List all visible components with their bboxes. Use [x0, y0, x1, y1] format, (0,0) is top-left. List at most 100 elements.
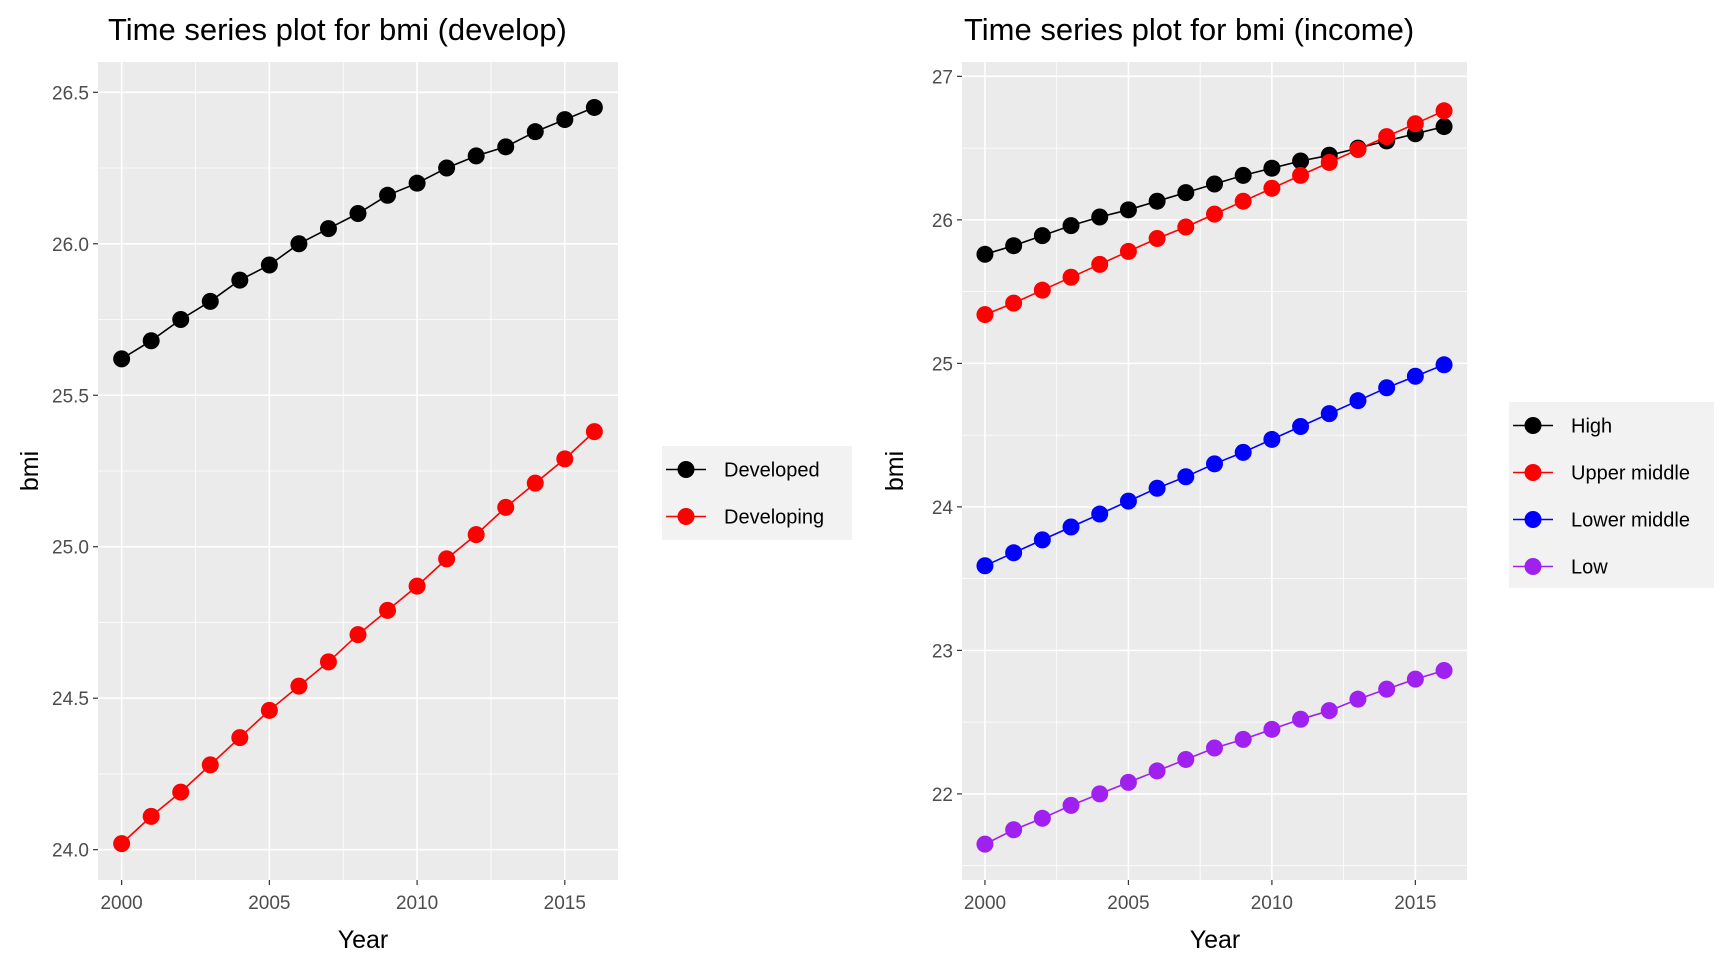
data-point	[526, 123, 544, 141]
data-point	[1234, 443, 1252, 461]
data-point	[556, 450, 574, 468]
series-developed	[113, 98, 603, 368]
legend-key-marker	[677, 508, 695, 525]
x-tick-label: 2015	[1394, 893, 1436, 914]
data-point	[172, 783, 190, 801]
data-point	[585, 98, 603, 116]
legend-key-marker	[677, 461, 695, 478]
data-point	[1349, 141, 1367, 159]
data-point	[231, 729, 249, 747]
series-lower-middle	[976, 356, 1453, 575]
data-point	[1263, 720, 1281, 738]
data-point	[497, 498, 515, 516]
x-tick-label: 2000	[100, 893, 142, 914]
y-tick-label: 27	[932, 67, 953, 88]
data-point	[231, 271, 249, 289]
x-tick-label: 2010	[396, 893, 438, 914]
data-point	[1435, 118, 1453, 136]
data-point	[1062, 518, 1080, 536]
data-point	[1349, 690, 1367, 708]
legend-label: Developing	[724, 507, 824, 529]
data-point	[142, 807, 160, 825]
y-tick-label: 22	[932, 785, 953, 806]
data-point	[1263, 159, 1281, 177]
series-upper-middle	[976, 102, 1453, 324]
data-point	[976, 245, 994, 263]
y-tick-label: 24.5	[52, 689, 89, 710]
data-point	[1005, 821, 1023, 839]
legend: High Upper middle Lower middle Low	[1509, 402, 1714, 588]
chart-panel-2: 22 23 24 25 26 27 2000 2005 2010 2015 Time series …	[881, 12, 1714, 954]
x-tick-label: 2000	[964, 893, 1006, 914]
data-point	[1005, 294, 1023, 312]
data-point	[1119, 492, 1137, 510]
data-point	[1033, 227, 1051, 245]
y-tick-label: 24.0	[52, 841, 89, 862]
series-developing	[113, 423, 603, 853]
data-point	[1435, 102, 1453, 120]
y-tick-label: 23	[932, 641, 953, 662]
data-point	[1320, 153, 1338, 171]
data-point	[1406, 670, 1424, 688]
data-point	[349, 626, 367, 644]
chart-title: Time series plot for bmi (develop)	[108, 12, 567, 47]
data-point	[1206, 205, 1223, 223]
y-axis-label: bmi	[16, 451, 44, 491]
data-point	[260, 701, 278, 719]
data-point	[1148, 479, 1166, 497]
data-point	[1119, 773, 1137, 791]
data-point	[976, 557, 994, 575]
data-point	[113, 835, 131, 853]
legend-key-marker	[1524, 417, 1542, 434]
y-axis-label: bmi	[881, 451, 909, 491]
legend-label: Low	[1571, 557, 1608, 579]
legend-label: Upper middle	[1571, 463, 1690, 485]
legend-key-marker	[1524, 464, 1542, 481]
data-point	[290, 235, 308, 253]
data-point	[976, 835, 994, 853]
y-tick-label: 26	[932, 211, 953, 232]
data-point	[1148, 192, 1166, 210]
data-point	[1349, 392, 1367, 410]
data-point	[142, 332, 160, 350]
data-point	[1091, 505, 1109, 523]
data-point	[1206, 175, 1223, 193]
data-point	[1320, 702, 1338, 720]
data-point	[1033, 531, 1051, 549]
data-point	[1091, 255, 1109, 273]
y-tick-label: 25.5	[52, 386, 89, 407]
legend-background	[662, 446, 852, 540]
x-axis-label: Year	[1190, 926, 1241, 954]
data-point	[1062, 217, 1080, 235]
data-point	[1033, 809, 1051, 827]
data-point	[1292, 166, 1310, 184]
data-point	[349, 204, 367, 222]
series-low	[976, 661, 1453, 853]
data-point	[1206, 455, 1223, 473]
x-tick-label: 2005	[248, 893, 290, 914]
data-point	[1292, 418, 1310, 436]
data-point	[1177, 750, 1195, 768]
data-point	[113, 350, 131, 368]
data-point	[260, 256, 278, 274]
data-point	[1320, 405, 1338, 423]
data-point	[319, 220, 337, 238]
data-point	[1062, 268, 1080, 286]
x-axis-label: Year	[338, 926, 389, 954]
legend-label: Lower middle	[1571, 510, 1690, 532]
legend-background	[1509, 402, 1714, 588]
x-tick-label: 2015	[544, 893, 586, 914]
x-tick-label: 2010	[1251, 893, 1293, 914]
data-point	[438, 159, 456, 177]
data-point	[1033, 281, 1051, 299]
data-point	[172, 311, 190, 329]
y-tick-label: 26.0	[52, 235, 89, 256]
data-point	[379, 186, 397, 204]
data-point	[1406, 367, 1424, 385]
data-point	[1148, 762, 1166, 780]
data-point	[290, 677, 308, 695]
y-tick-label: 24	[932, 498, 954, 519]
data-point	[1005, 237, 1023, 255]
data-point	[319, 653, 337, 671]
